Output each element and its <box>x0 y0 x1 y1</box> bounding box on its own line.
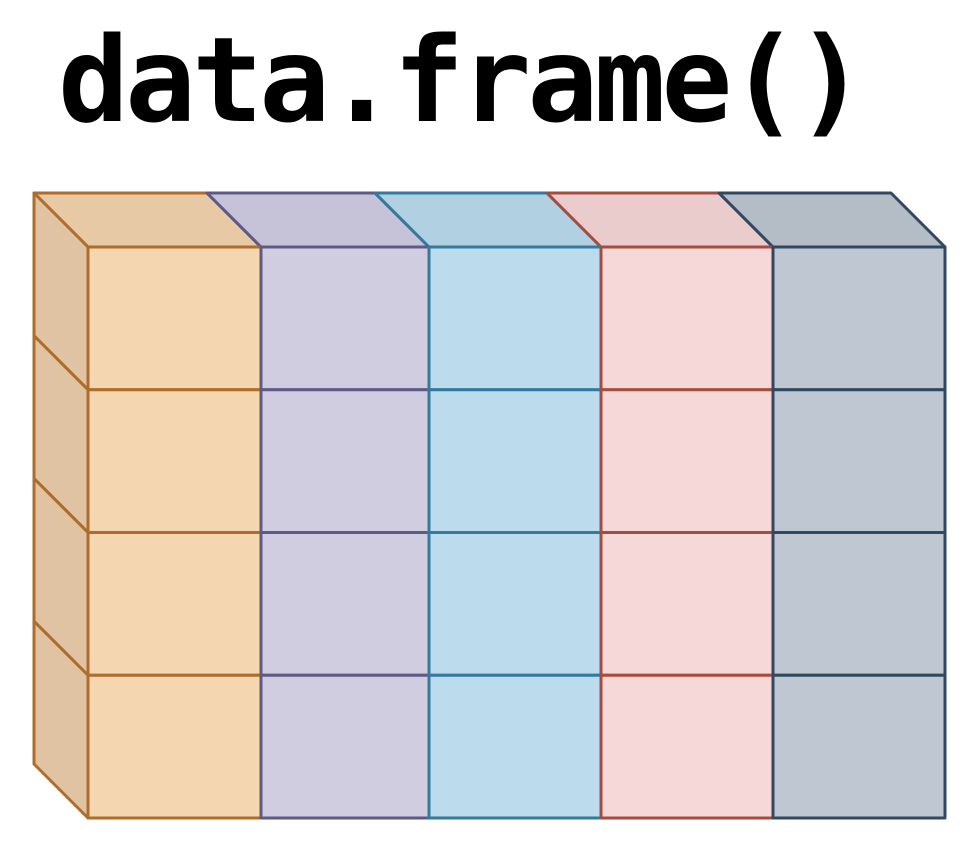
top-faces <box>32 191 947 249</box>
cell-r4-c3 <box>427 673 603 820</box>
cell-r4-c1 <box>86 673 263 820</box>
cell-r3-c4 <box>599 531 775 677</box>
cell-r2-c3 <box>427 388 603 534</box>
cell-r1-c1 <box>86 245 263 392</box>
page-title: data.frame() <box>58 11 867 149</box>
cell-r1-c4 <box>599 245 775 392</box>
cell-r2-c1 <box>86 388 263 534</box>
cell-r3-c5 <box>771 531 947 677</box>
cell-r3-c2 <box>259 531 431 677</box>
cell-r3-c1 <box>86 531 263 677</box>
cell-r4-c5 <box>771 673 947 820</box>
cell-r3-c3 <box>427 531 603 677</box>
cell-r1-c2 <box>259 245 431 392</box>
cell-r2-c5 <box>771 388 947 534</box>
side-faces <box>32 191 90 820</box>
cell-r1-c5 <box>771 245 947 392</box>
cell-r2-c2 <box>259 388 431 534</box>
cell-r4-c2 <box>259 673 431 820</box>
cell-r2-c4 <box>599 388 775 534</box>
front-faces <box>86 245 947 820</box>
cell-r1-c3 <box>427 245 603 392</box>
cell-r4-c4 <box>599 673 775 820</box>
